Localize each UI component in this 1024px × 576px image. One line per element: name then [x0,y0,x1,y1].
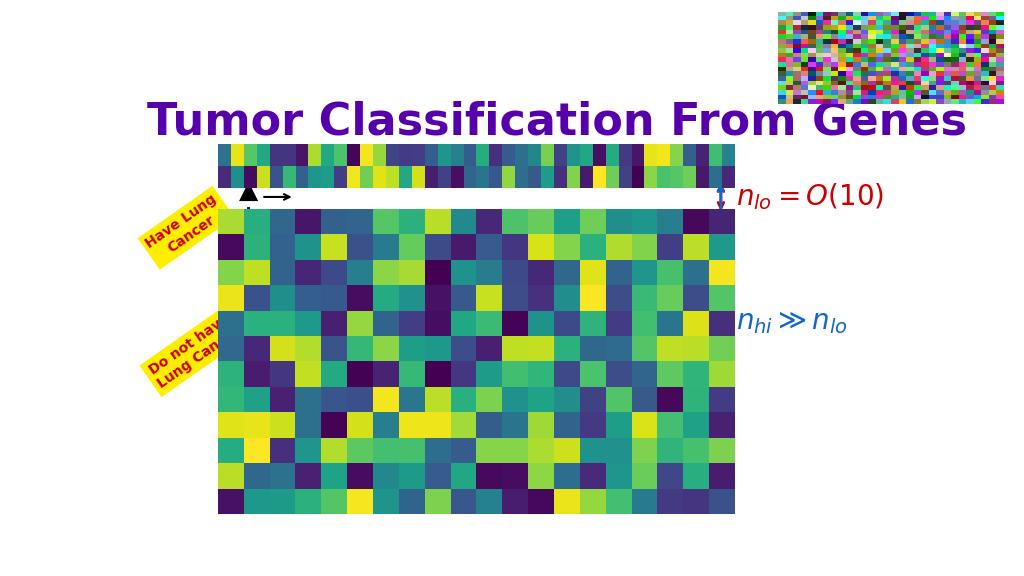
Text: ▲: ▲ [239,179,258,203]
Text: Tumor Classification From Genes: Tumor Classification From Genes [147,101,968,143]
FancyBboxPatch shape [263,467,697,509]
Text: $n_{hi} \gg n_{lo}$: $n_{hi} \gg n_{lo}$ [736,309,848,336]
Text: Have Lung
Cancer: Have Lung Cancer [143,192,228,264]
Text: $n_{lo} = O(10)$: $n_{lo} = O(10)$ [736,181,885,213]
Text: Do not have
Lung Cancer: Do not have Lung Cancer [145,310,243,391]
Text: ▲: ▲ [234,242,246,257]
Text: 16,063 features (gene expressions): 16,063 features (gene expressions) [294,149,590,167]
Text: How can we classify tumors from genes?: How can we classify tumors from genes? [319,478,719,497]
